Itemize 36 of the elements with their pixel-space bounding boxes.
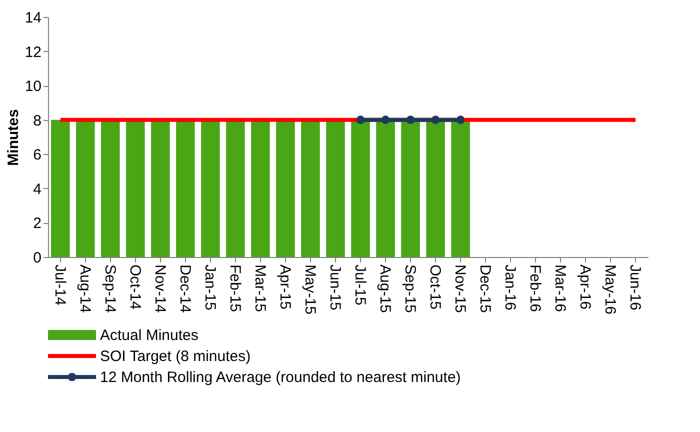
y-tick-label: 0 xyxy=(33,250,42,266)
y-tick-label: 12 xyxy=(24,44,42,61)
x-tick-label: Nov-15 xyxy=(452,264,469,313)
x-tick-label: Jul-15 xyxy=(352,264,369,306)
y-tick-label: 2 xyxy=(33,215,42,232)
x-tick-label: Mar-16 xyxy=(552,264,569,312)
x-tick-label: Sep-14 xyxy=(101,264,118,313)
y-tick-label: 6 xyxy=(33,146,42,164)
x-tick-label: Dec-15 xyxy=(476,264,494,313)
x-tick-label: May-15 xyxy=(301,264,318,315)
x-tick-label: Mar-15 xyxy=(251,264,268,312)
x-tick-label: Aug-15 xyxy=(376,264,394,313)
x-tick-label: Apr-15 xyxy=(276,264,294,310)
y-tick-label: 8 xyxy=(33,112,42,130)
x-tick-label: Sep-15 xyxy=(402,264,419,313)
x-tick-label: Dec-14 xyxy=(176,264,194,313)
x-tick-label: Jun-16 xyxy=(626,264,644,310)
x-tick-label: Oct-15 xyxy=(426,264,444,310)
y-tick-label: 10 xyxy=(24,78,42,96)
y-tick-label: 14 xyxy=(24,10,42,26)
x-tick-label: Feb-15 xyxy=(226,264,244,312)
y-tick-label: 4 xyxy=(33,180,42,198)
legend-label: SOI Target (8 minutes) xyxy=(100,348,251,365)
x-tick-label: Jul-14 xyxy=(51,264,68,306)
x-tick-label: Nov-14 xyxy=(151,264,168,313)
x-tick-label: Jan-16 xyxy=(502,264,519,310)
x-tick-label: Apr-16 xyxy=(576,264,594,310)
x-tick-label: Aug-14 xyxy=(76,264,94,313)
x-tick-label: Jan-15 xyxy=(201,264,218,310)
x-tick-label: Jun-15 xyxy=(326,264,344,310)
x-tick-label: May-16 xyxy=(602,264,619,315)
legend-label: 12 Month Rolling Average (rounded to nearest minute) xyxy=(100,369,461,386)
x-tick-label: Oct-14 xyxy=(126,264,144,310)
x-tick-label: Feb-16 xyxy=(526,264,544,312)
legend-label: Actual Minutes xyxy=(100,327,198,344)
y-axis-title: Minutes xyxy=(4,109,22,166)
